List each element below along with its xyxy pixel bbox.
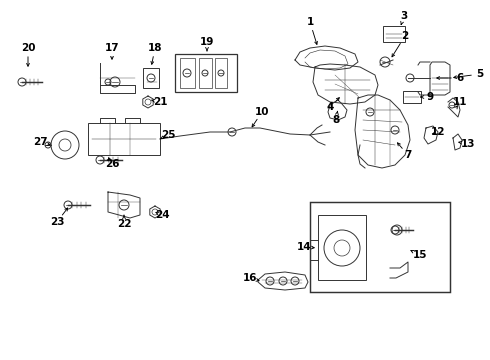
Text: 6: 6 [456, 73, 464, 83]
Text: 21: 21 [153, 97, 167, 107]
Text: 17: 17 [105, 43, 119, 53]
Text: 3: 3 [400, 11, 408, 21]
Text: 13: 13 [461, 139, 475, 149]
Text: 11: 11 [453, 97, 467, 107]
Bar [310, 202, 450, 292]
Bar [175, 54, 237, 92]
Text: 16: 16 [243, 273, 257, 283]
Text: 25: 25 [161, 130, 175, 140]
Text: 20: 20 [21, 43, 35, 53]
Text: 7: 7 [404, 150, 412, 160]
Text: 4: 4 [326, 102, 334, 112]
Text: 12: 12 [431, 127, 445, 137]
Bar [383, 26, 405, 42]
Text: 14: 14 [296, 242, 311, 252]
Bar [403, 91, 421, 103]
Text: 24: 24 [155, 210, 170, 220]
Text: 8: 8 [332, 115, 340, 125]
Text: 9: 9 [426, 92, 434, 102]
Text: 23: 23 [50, 217, 64, 227]
Text: 26: 26 [105, 159, 119, 169]
Bar [180, 58, 195, 88]
Bar [88, 123, 160, 155]
Bar [318, 215, 366, 280]
Text: 19: 19 [200, 37, 214, 47]
Text: 22: 22 [117, 219, 131, 229]
Text: 2: 2 [401, 31, 409, 41]
Bar [143, 68, 159, 88]
Text: 27: 27 [33, 137, 48, 147]
Bar [215, 58, 227, 88]
Text: 10: 10 [255, 107, 269, 117]
Bar [199, 58, 212, 88]
Text: 18: 18 [148, 43, 162, 53]
Text: 15: 15 [413, 250, 427, 260]
Text: 1: 1 [306, 17, 314, 27]
Text: 5: 5 [476, 69, 484, 79]
